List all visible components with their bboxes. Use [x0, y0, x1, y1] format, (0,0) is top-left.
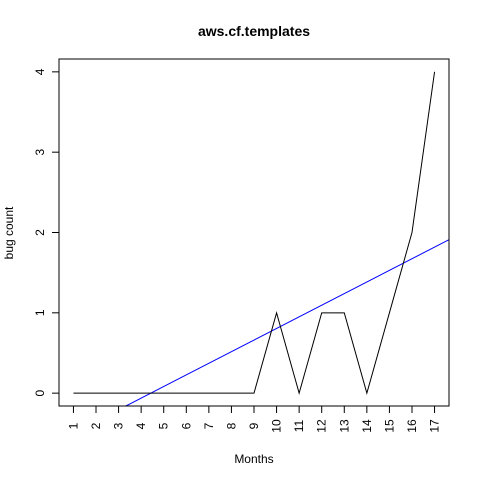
x-tick-label: 4: [134, 422, 148, 429]
x-tick-label: 7: [202, 422, 216, 429]
trend-group: [125, 239, 450, 407]
x-tick-label: 6: [179, 422, 193, 429]
x-tick-label: 16: [405, 419, 419, 433]
plot-frame: [58, 58, 450, 407]
series-group: [73, 71, 436, 395]
y-tick-label: 3: [33, 149, 47, 156]
y-tick-label: 0: [33, 389, 47, 396]
chart-title: aws.cf.templates: [198, 23, 310, 39]
x-tick-label: 11: [292, 419, 306, 432]
x-tick-label: 10: [270, 419, 284, 433]
x-tick-label: 9: [247, 422, 261, 429]
x-tick-label: 13: [337, 419, 351, 433]
series-line: [73, 71, 436, 395]
x-tick-label: 1: [66, 422, 80, 429]
x-ticks: 1 2 3 4 5 6 7 8 9 10 11 12 13 14 15 16 17: [66, 406, 442, 433]
y-tick-label: 2: [33, 229, 47, 236]
x-tick-label: 8: [224, 422, 238, 429]
x-axis-label: Months: [234, 452, 273, 466]
x-tick-label: 14: [360, 419, 374, 433]
x-tick-label: 12: [315, 419, 329, 433]
x-tick-label: 2: [89, 422, 103, 429]
x-tick-label: 15: [382, 419, 396, 433]
x-tick-label: 17: [428, 419, 442, 433]
y-ticks: 0 1 2 3 4: [33, 68, 59, 396]
y-tick-label: 4: [33, 68, 47, 75]
trend-line: [125, 239, 450, 407]
y-axis-label: bug count: [2, 206, 16, 259]
x-tick-label: 3: [112, 422, 126, 429]
x-tick-label: 5: [157, 422, 171, 429]
y-tick-label: 1: [33, 309, 47, 316]
